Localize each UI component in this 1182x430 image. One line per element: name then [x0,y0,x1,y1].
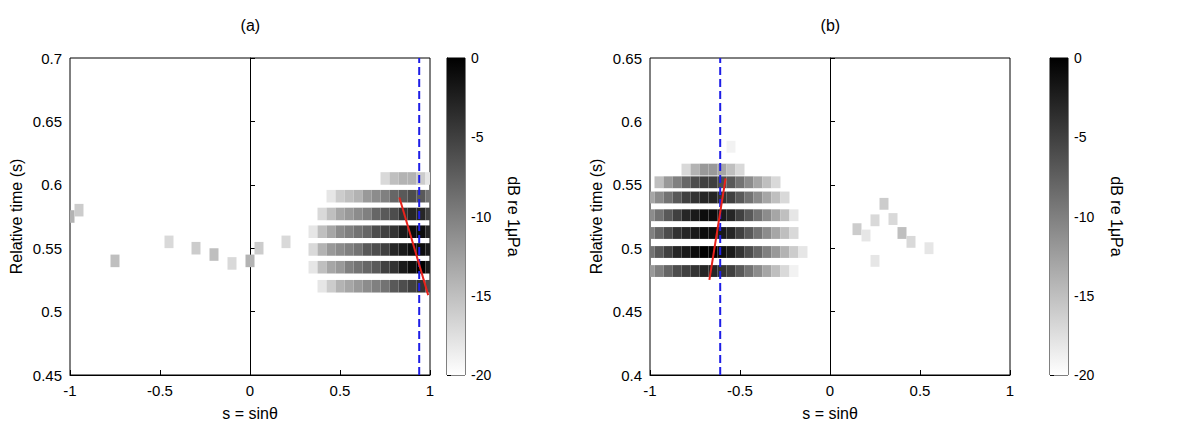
svg-text:0.4: 0.4 [621,367,642,384]
svg-text:-0.5: -0.5 [727,382,753,399]
svg-text:-20: -20 [471,367,491,383]
svg-text:-20: -20 [1074,367,1094,383]
svg-text:0.65: 0.65 [613,50,642,67]
svg-text:(b): (b) [821,17,841,34]
svg-text:0.65: 0.65 [33,113,62,130]
svg-text:0.55: 0.55 [33,240,62,257]
svg-text:0.55: 0.55 [613,176,642,193]
svg-text:0.6: 0.6 [41,176,62,193]
svg-text:-0.5: -0.5 [147,382,173,399]
svg-text:0: 0 [471,50,479,66]
svg-text:-1: -1 [63,382,76,399]
svg-text:-15: -15 [471,288,491,304]
svg-text:(a): (a) [241,17,261,34]
svg-text:1: 1 [426,382,434,399]
svg-text:dB re 1μPa: dB re 1μPa [1108,176,1125,256]
svg-text:0.7: 0.7 [41,50,62,67]
svg-text:s = sinθ: s = sinθ [222,405,278,422]
svg-text:0.5: 0.5 [330,382,351,399]
svg-text:-15: -15 [1074,288,1094,304]
svg-text:s = sinθ: s = sinθ [802,405,858,422]
svg-text:-5: -5 [471,129,484,145]
svg-text:-10: -10 [1074,209,1094,225]
svg-text:-1: -1 [643,382,656,399]
svg-text:0: 0 [1074,50,1082,66]
svg-text:Relative time (s): Relative time (s) [8,159,25,275]
svg-text:0.5: 0.5 [41,303,62,320]
svg-text:-10: -10 [471,209,491,225]
svg-text:dB re 1μPa: dB re 1μPa [505,176,522,256]
svg-text:0.45: 0.45 [613,303,642,320]
svg-text:0: 0 [826,382,834,399]
svg-text:0: 0 [246,382,254,399]
svg-text:Relative time (s): Relative time (s) [588,159,605,275]
svg-text:0.5: 0.5 [621,240,642,257]
svg-text:0.45: 0.45 [33,367,62,384]
svg-text:0.5: 0.5 [910,382,931,399]
svg-text:1: 1 [1006,382,1014,399]
svg-text:-5: -5 [1074,129,1087,145]
svg-text:0.6: 0.6 [621,113,642,130]
